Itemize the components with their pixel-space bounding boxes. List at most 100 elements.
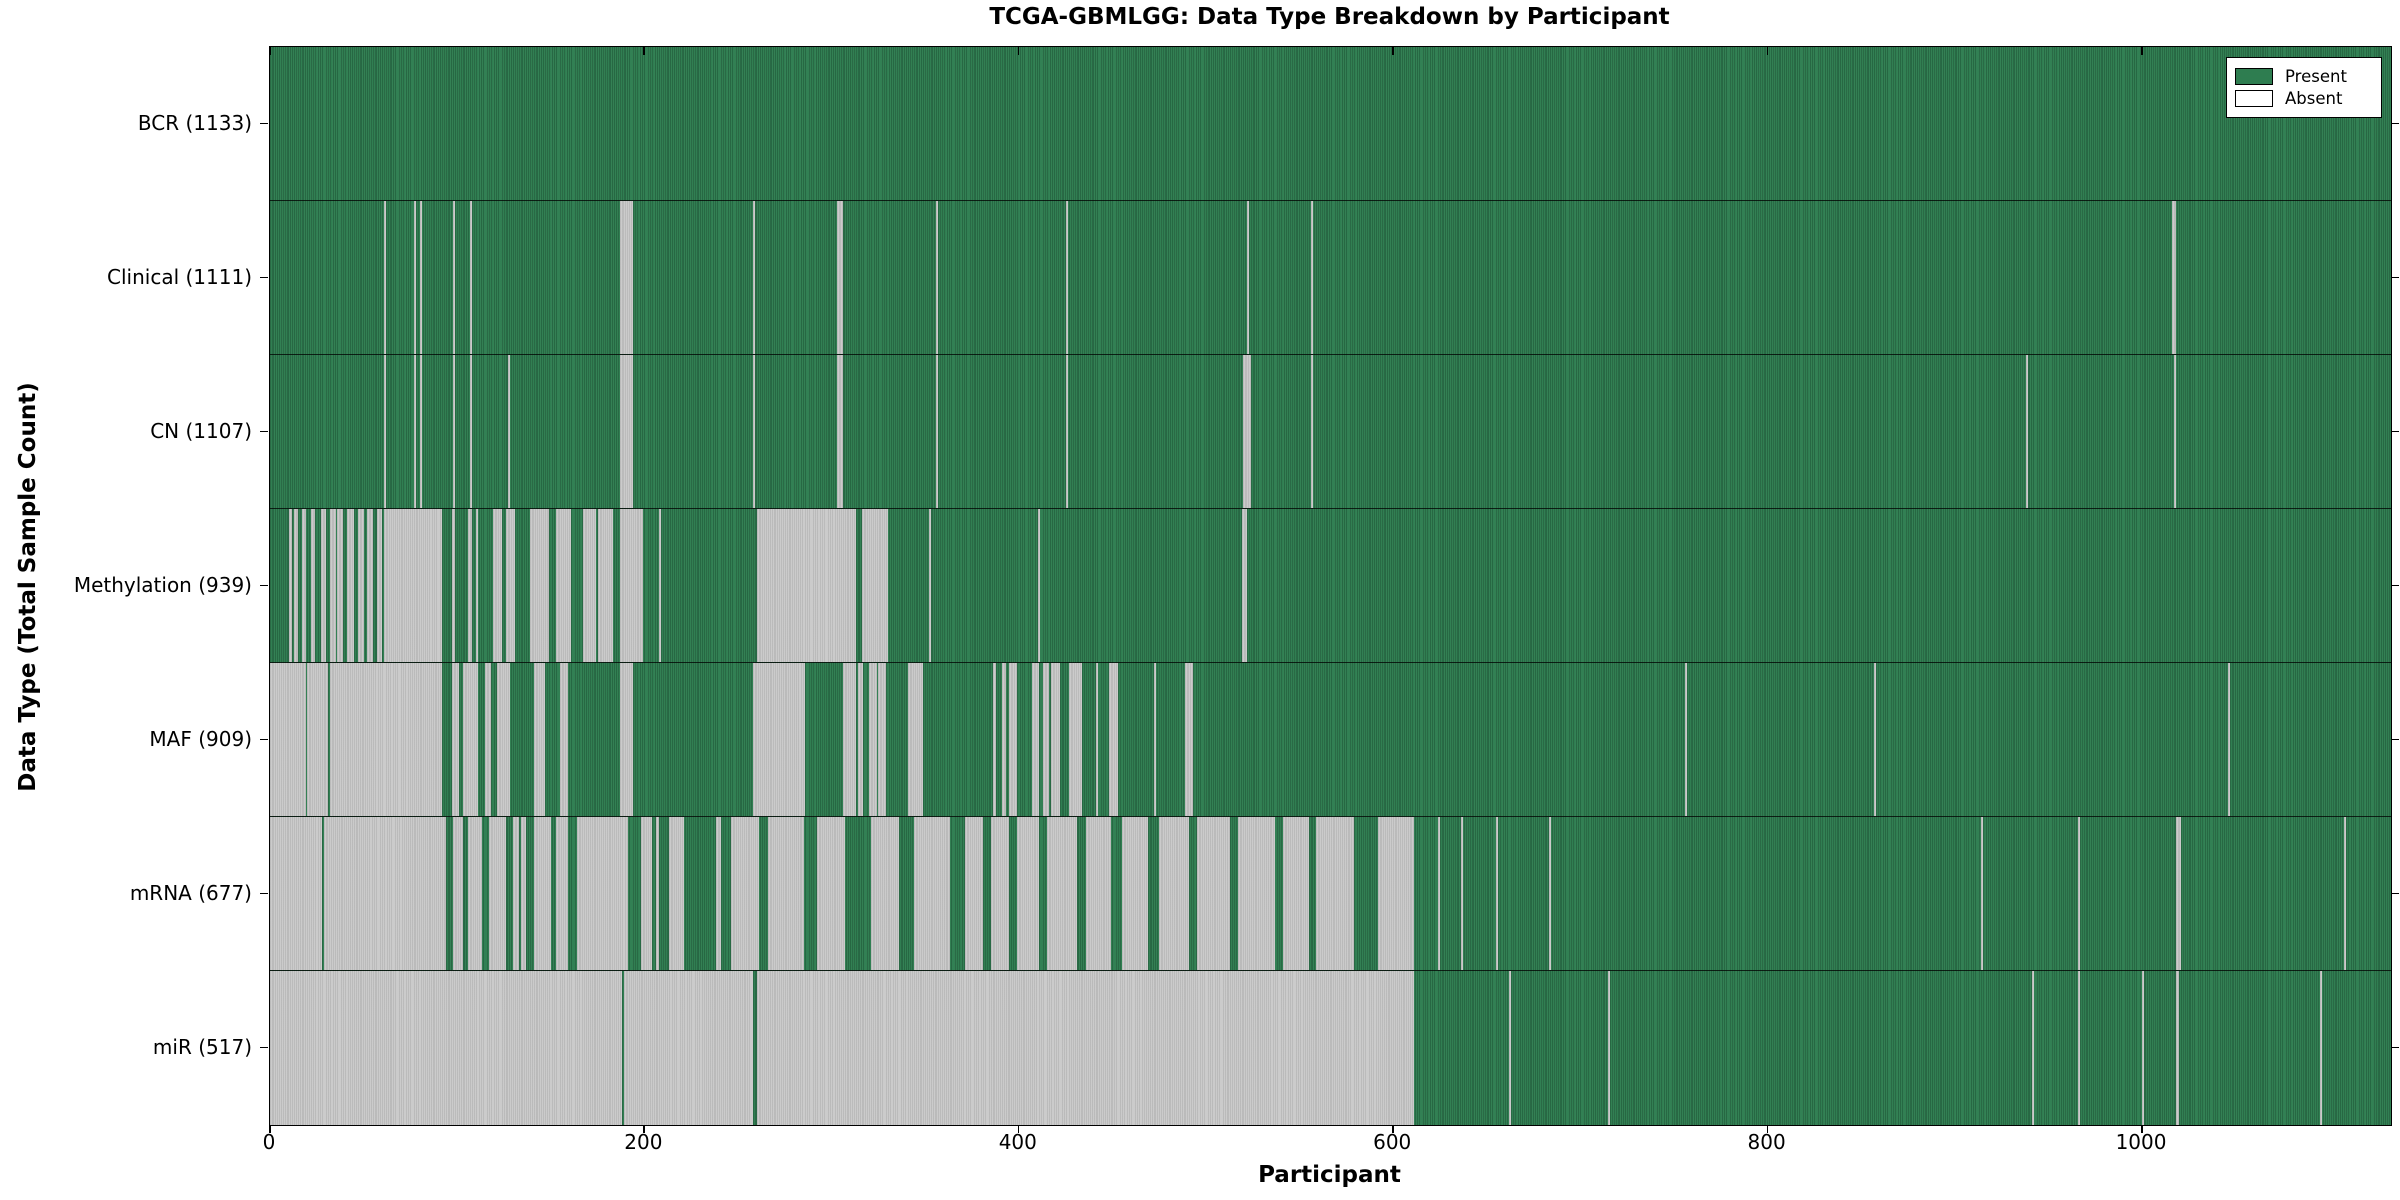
absent-segment	[294, 509, 299, 662]
absent-segment	[1438, 817, 1441, 970]
absent-segment	[623, 971, 753, 1125]
absent-segment	[329, 663, 443, 816]
absent-segment	[1685, 663, 1688, 816]
ytick-mark	[260, 1046, 268, 1048]
absent-segment	[560, 663, 568, 816]
xtick-mark	[2141, 1125, 2143, 1133]
absent-segment	[1310, 201, 1313, 354]
xtick-mark-top	[643, 47, 645, 55]
row-maf	[270, 663, 2391, 817]
ytick-mark	[260, 892, 268, 894]
absent-segment	[357, 509, 364, 662]
absent-segment	[311, 509, 315, 662]
ytick-mark	[2391, 738, 2399, 740]
absent-segment	[1608, 971, 1611, 1125]
absent-segment	[752, 201, 755, 354]
absent-segment	[1050, 663, 1060, 816]
absent-segment	[837, 355, 843, 508]
xtick-mark-top	[1017, 47, 1020, 55]
absent-segment	[1237, 817, 1276, 970]
xtick-mark	[1017, 1125, 1020, 1133]
ytick-mark	[2391, 122, 2399, 124]
absent-segment	[668, 817, 684, 970]
absent-segment	[1037, 509, 1040, 662]
absent-segment	[1086, 817, 1111, 970]
absent-segment	[556, 817, 568, 970]
absent-segment	[1043, 663, 1049, 816]
absent-segment	[597, 509, 613, 662]
absent-segment	[878, 663, 886, 816]
ytick-label-methylation: Methylation (939)	[73, 573, 252, 597]
absent-segment	[870, 817, 899, 970]
absent-segment	[913, 817, 950, 970]
absent-segment	[1548, 817, 1551, 970]
xtick-mark	[643, 1125, 645, 1133]
absent-segment	[990, 817, 1010, 970]
absent-segment	[620, 509, 643, 662]
absent-segment	[301, 509, 306, 662]
row-clinical	[270, 201, 2391, 355]
absent-segment	[577, 817, 628, 970]
absent-segment	[908, 663, 924, 816]
absent-segment	[533, 663, 546, 816]
absent-segment	[1031, 663, 1040, 816]
ytick-mark	[260, 584, 268, 586]
absent-segment	[453, 355, 456, 508]
ytick-mark	[2391, 584, 2399, 586]
xtick-mark-top	[269, 47, 271, 55]
absent-segment	[2175, 971, 2180, 1125]
absent-segment	[1001, 663, 1006, 816]
absent-segment	[451, 509, 456, 662]
absent-segment	[752, 663, 806, 816]
absent-segment	[1069, 663, 1083, 816]
absent-segment	[329, 509, 336, 662]
xtick-mark	[1392, 1125, 1394, 1133]
absent-segment	[861, 509, 888, 662]
plot-area	[269, 46, 2392, 1126]
ytick-label-bcr: BCR (1133)	[137, 111, 252, 135]
absent-segment	[1046, 817, 1077, 970]
row-methylation	[270, 509, 2391, 663]
absent-segment	[307, 663, 329, 816]
absent-segment	[475, 509, 478, 662]
ytick-label-mrna: mRNA (677)	[129, 881, 252, 905]
absent-segment	[928, 509, 931, 662]
absent-segment	[2344, 817, 2347, 970]
ytick-mark	[260, 738, 268, 740]
absent-segment	[556, 509, 572, 662]
absent-swatch-icon	[2235, 90, 2273, 107]
absent-segment	[2025, 355, 2028, 508]
absent-segment	[288, 509, 293, 662]
absent-segment	[620, 201, 634, 354]
absent-segment	[367, 509, 373, 662]
absent-segment	[1247, 201, 1250, 354]
xtick-mark-top	[2141, 47, 2143, 55]
absent-segment	[1159, 817, 1190, 970]
absent-segment	[816, 817, 845, 970]
y-axis-label: Data Type (Total Sample Count)	[15, 382, 41, 792]
absent-segment	[857, 663, 864, 816]
ytick-mark	[2391, 1046, 2399, 1048]
absent-segment	[620, 663, 634, 816]
absent-segment	[419, 355, 422, 508]
absent-segment	[582, 509, 596, 662]
absent-segment	[414, 201, 417, 354]
ytick-label-cn: CN (1107)	[150, 419, 252, 443]
absent-segment	[1009, 663, 1017, 816]
legend-entry-present: Present	[2235, 67, 2373, 86]
absent-segment	[419, 201, 422, 354]
ytick-label-clinical: Clinical (1111)	[107, 265, 252, 289]
row-mir	[270, 971, 2391, 1125]
absent-segment	[320, 509, 327, 662]
absent-segment	[270, 971, 622, 1125]
absent-segment	[1065, 355, 1068, 508]
absent-segment	[936, 355, 939, 508]
ytick-label-mir: miR (517)	[152, 1035, 252, 1059]
legend-label: Present	[2285, 67, 2347, 86]
absent-segment	[842, 663, 856, 816]
absent-segment	[715, 817, 722, 970]
absent-segment	[324, 817, 446, 970]
absent-segment	[767, 817, 804, 970]
absent-segment	[730, 817, 759, 970]
